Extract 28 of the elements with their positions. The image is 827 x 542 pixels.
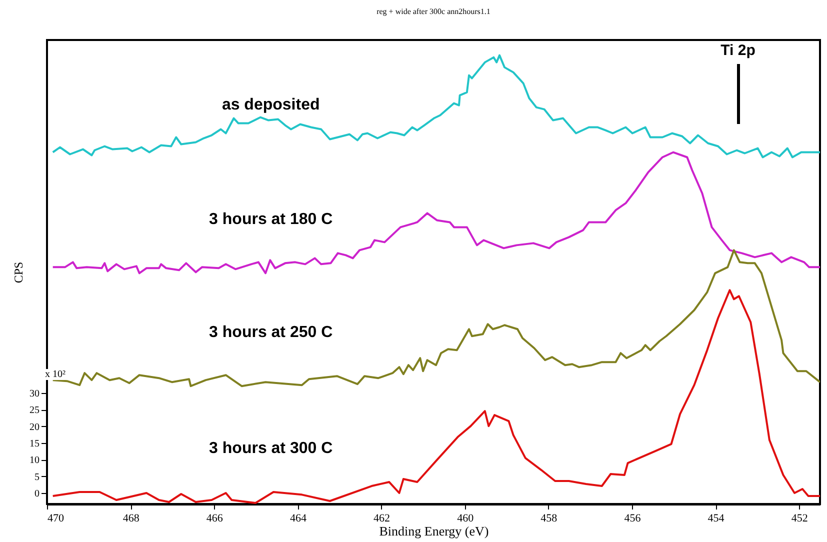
line-series <box>52 151 820 274</box>
line-series <box>52 289 820 504</box>
y-tick-label: 25 <box>30 405 40 416</box>
series-label: 3 hours at 180 C <box>209 211 334 228</box>
text: 3 hours at 250 C <box>209 324 334 342</box>
y-tick-label: 5 <box>34 472 40 483</box>
annotation: Ti 2p <box>720 42 756 59</box>
series-label: as deposited <box>222 96 320 114</box>
y-tick-label: 15 <box>30 438 40 450</box>
x-tick-label: 468 <box>122 512 140 524</box>
x-tick-label: 452 <box>791 512 808 524</box>
x-tick-label: 470 <box>48 512 64 524</box>
x-axis-title: Binding Energy (eV) <box>379 524 489 538</box>
text: 3 hours at 300 C <box>209 440 334 458</box>
x-tick-label: 458 <box>540 512 558 524</box>
y-tick-label: 0 <box>34 488 40 500</box>
annotation: x 10² <box>44 369 66 380</box>
x-tick-label: 464 <box>290 512 307 524</box>
x-tick-label: 456 <box>624 512 642 524</box>
y-tick-label: 20 <box>30 422 40 433</box>
x-tick-label: 466 <box>206 512 224 524</box>
x-tick-label: 462 <box>374 512 390 524</box>
x-tick-label: 460 <box>457 512 474 524</box>
y-axis-title: CPS <box>12 262 26 284</box>
chart-title: reg + wide after 300c ann2hours1.1 <box>376 7 490 16</box>
x-tick-label: 454 <box>708 512 725 524</box>
y-tick-label: 10 <box>30 455 40 466</box>
y-tick-label: 30 <box>30 388 40 400</box>
